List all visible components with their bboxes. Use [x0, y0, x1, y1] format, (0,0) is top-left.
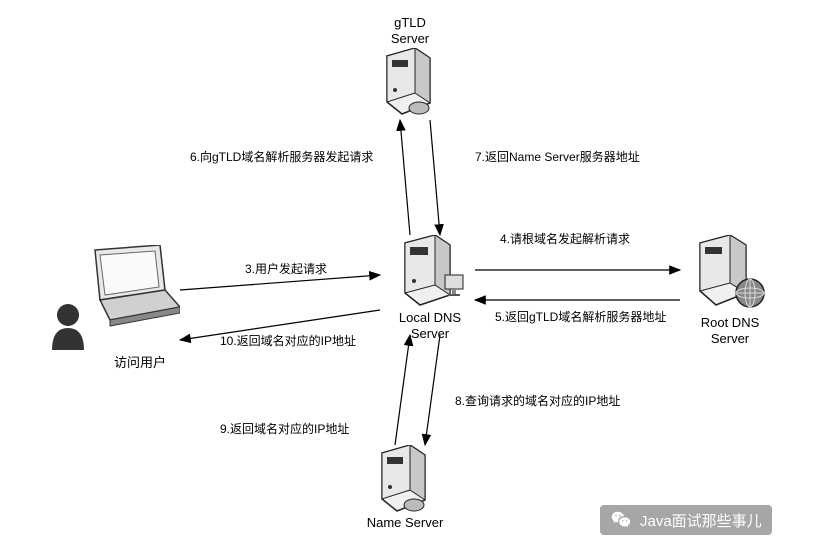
edge-e8 — [425, 335, 440, 445]
edge-label-e10: 10.返回域名对应的IP地址 — [220, 332, 356, 349]
edge-e9 — [395, 335, 410, 445]
node-gtld: gTLD Server — [365, 15, 455, 118]
edge-label-e6: 6.向gTLD域名解析服务器发起请求 — [190, 148, 373, 165]
edge-label-e7: 7.返回Name Server服务器地址 — [475, 148, 640, 165]
gtld-label: gTLD Server — [365, 15, 455, 46]
edge-e7 — [430, 120, 440, 235]
server-icon — [375, 48, 445, 118]
edge-label-e8: 8.查询请求的域名对应的IP地址 — [455, 392, 620, 409]
node-local-dns: Local DNS Server — [380, 235, 480, 341]
node-root-dns: Root DNS Server — [680, 235, 780, 346]
laptop-user-icon — [50, 245, 180, 355]
server-icon — [390, 235, 470, 310]
user-label: 访问用户 — [90, 355, 190, 371]
wechat-icon — [610, 509, 632, 531]
dns-resolution-diagram: 访问用户 Local DNS Server gTLD Server — [0, 0, 833, 547]
node-name-server: Name Server — [360, 445, 450, 531]
edge-e3 — [180, 275, 380, 290]
server-globe-icon — [688, 235, 773, 315]
node-user: 访问用户 — [40, 245, 190, 371]
edge-e6 — [400, 120, 410, 235]
server-icon — [370, 445, 440, 515]
root-dns-label: Root DNS Server — [680, 315, 780, 346]
watermark: Java面试那些事儿 — [600, 505, 772, 535]
name-server-label: Name Server — [360, 515, 450, 531]
local-dns-label: Local DNS Server — [380, 310, 480, 341]
watermark-text: Java面试那些事儿 — [640, 510, 762, 531]
edge-label-e9: 9.返回域名对应的IP地址 — [220, 420, 349, 437]
edge-label-e5: 5.返回gTLD域名解析服务器地址 — [495, 308, 666, 325]
edge-label-e4: 4.请根域名发起解析请求 — [500, 230, 630, 247]
edge-label-e3: 3.用户发起请求 — [245, 260, 327, 277]
